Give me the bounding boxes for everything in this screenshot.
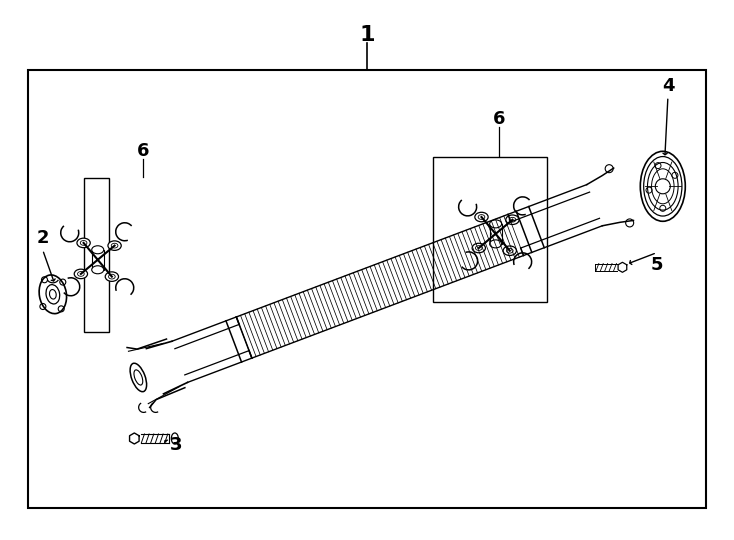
Ellipse shape — [92, 246, 103, 254]
Ellipse shape — [475, 212, 488, 222]
Ellipse shape — [108, 241, 121, 251]
Ellipse shape — [39, 275, 67, 314]
Ellipse shape — [506, 215, 519, 225]
Text: 6: 6 — [493, 110, 506, 128]
Bar — [433, 157, 547, 302]
Text: 6: 6 — [137, 142, 150, 160]
Text: 5: 5 — [650, 255, 664, 274]
Text: 2: 2 — [36, 228, 49, 247]
Ellipse shape — [503, 246, 517, 255]
Ellipse shape — [74, 269, 87, 279]
Ellipse shape — [640, 151, 686, 221]
Ellipse shape — [77, 238, 90, 248]
Ellipse shape — [472, 243, 485, 253]
Ellipse shape — [92, 266, 103, 274]
Text: 3: 3 — [170, 436, 183, 455]
Bar — [92, 250, 103, 270]
Ellipse shape — [490, 220, 501, 228]
Bar — [490, 224, 501, 244]
Ellipse shape — [130, 363, 147, 392]
Text: 4: 4 — [661, 77, 675, 96]
Bar — [28, 70, 706, 508]
Ellipse shape — [105, 272, 118, 281]
Bar — [84, 178, 109, 332]
Text: 1: 1 — [359, 25, 375, 45]
Ellipse shape — [490, 240, 501, 248]
